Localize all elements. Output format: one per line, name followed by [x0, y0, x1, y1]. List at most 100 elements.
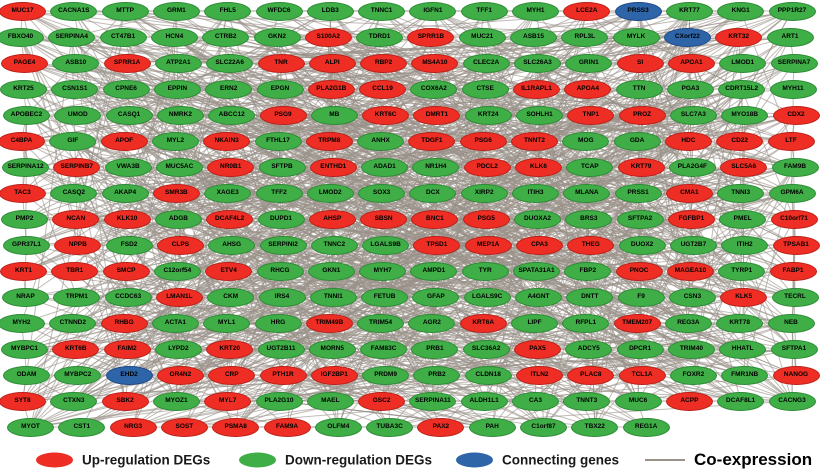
gene-node-cacna1s[interactable]: CACNA1S: [50, 1, 98, 21]
gene-node-csn1s1[interactable]: CSN1S1: [51, 79, 99, 99]
gene-node-clps[interactable]: CLPS: [156, 235, 204, 255]
gene-node-aldh1l1[interactable]: ALDH1L1: [460, 391, 508, 411]
gene-node-sbsn[interactable]: SBSN: [360, 209, 408, 229]
gene-node-psg9[interactable]: PSG9: [259, 105, 307, 125]
gene-node-pmp2[interactable]: PMP2: [1, 209, 48, 229]
gene-node-sox3[interactable]: SOX3: [358, 183, 406, 203]
gene-node-ahsg[interactable]: AHSG: [208, 235, 256, 255]
gene-node-tpsab1[interactable]: TPSAB1: [772, 235, 820, 255]
gene-node-adcy5[interactable]: ADCY5: [565, 339, 613, 359]
gene-node-slc7a3[interactable]: SLC7A3: [669, 105, 717, 125]
gene-node-rhcg[interactable]: RHCG: [256, 261, 304, 281]
gene-node-nkain3[interactable]: NKAIN3: [203, 131, 251, 151]
gene-node-gkn2[interactable]: GKN2: [253, 27, 301, 47]
gene-node-asb15[interactable]: ASB15: [510, 27, 557, 47]
gene-node-mep1a[interactable]: MEP1A: [464, 235, 512, 255]
gene-node-klk6[interactable]: KLK6: [515, 157, 562, 177]
gene-node-tnni1[interactable]: TNNI1: [309, 287, 357, 307]
gene-node-tdgf1[interactable]: TDGF1: [408, 131, 456, 151]
gene-node-gfap[interactable]: GFAP: [412, 287, 460, 307]
gene-node-c1orf87[interactable]: C1orf87: [520, 417, 567, 437]
gene-node-dcx[interactable]: DCX: [409, 183, 457, 203]
gene-node-or4n2[interactable]: OR4N2: [156, 365, 204, 385]
gene-node-ttn[interactable]: TTN: [615, 79, 663, 99]
gene-node-psma8[interactable]: PSMA8: [212, 417, 260, 437]
gene-node-krt6a[interactable]: KRT6A: [459, 313, 507, 333]
gene-node-anhx[interactable]: ANHX: [357, 131, 405, 151]
gene-node-rhbg[interactable]: RHBG: [100, 313, 148, 333]
gene-node-ampd1[interactable]: AMPD1: [410, 261, 458, 281]
gene-node-gsc2[interactable]: GSC2: [358, 391, 406, 411]
gene-node-adad1[interactable]: ADAD1: [361, 157, 409, 177]
gene-node-pga3[interactable]: PGA3: [666, 79, 714, 99]
gene-node-ncan[interactable]: NCAN: [52, 209, 100, 229]
gene-node-myh11[interactable]: MYH11: [769, 79, 817, 99]
gene-node-muc17[interactable]: MUC17: [0, 1, 46, 21]
gene-node-sftpa1[interactable]: SFTPA1: [770, 339, 818, 359]
gene-node-pla2g1b[interactable]: PLA2G1B: [307, 79, 355, 99]
gene-node-mael[interactable]: MAEL: [306, 391, 354, 411]
gene-node-myoz1[interactable]: MYOZ1: [152, 391, 200, 411]
gene-node-ern2[interactable]: ERN2: [205, 79, 253, 99]
gene-node-smr3b[interactable]: SMR3B: [152, 183, 200, 203]
gene-node-ldb3[interactable]: LDB3: [306, 1, 354, 21]
gene-node-krt32[interactable]: KRT32: [715, 27, 763, 47]
gene-node-pth1r[interactable]: PTH1R: [259, 365, 307, 385]
gene-node-psg6[interactable]: PSG6: [459, 131, 507, 151]
gene-node-ccl19[interactable]: CCL19: [359, 79, 407, 99]
gene-node-a4gnt[interactable]: A4GNT: [515, 287, 562, 307]
gene-node-cxorf22[interactable]: CXorf22: [663, 27, 711, 47]
gene-node-myl7[interactable]: MYL7: [204, 391, 252, 411]
gene-node-cst1[interactable]: CST1: [58, 417, 106, 437]
gene-node-reg3a[interactable]: REG3A: [664, 313, 712, 333]
gene-node-ct47b1[interactable]: CT47B1: [99, 27, 147, 47]
gene-node-tcap[interactable]: TCAP: [566, 157, 614, 177]
gene-node-mttp[interactable]: MTTP: [101, 1, 149, 21]
gene-node-sohlh1[interactable]: SOHLH1: [516, 105, 563, 125]
gene-node-tpsd1[interactable]: TPSD1: [413, 235, 461, 255]
gene-node-hhatl[interactable]: HHATL: [719, 339, 767, 359]
gene-node-tdrd1[interactable]: TDRD1: [356, 27, 404, 47]
gene-node-nr0b1[interactable]: NR0B1: [207, 157, 255, 177]
gene-node-tmem207[interactable]: TMEM207: [613, 313, 661, 333]
gene-node-trpm8[interactable]: TRPM8: [305, 131, 353, 151]
gene-node-pmel[interactable]: PMEL: [719, 209, 767, 229]
gene-node-lman1l[interactable]: LMAN1L: [155, 287, 203, 307]
gene-node-gkn1[interactable]: GKN1: [307, 261, 355, 281]
gene-node-tecrl[interactable]: TECRL: [771, 287, 819, 307]
gene-node-si[interactable]: SI: [616, 53, 664, 73]
gene-node-fetub[interactable]: FETUB: [361, 287, 409, 307]
gene-node-prdm9[interactable]: PRDM9: [362, 365, 410, 385]
gene-node-serpini2[interactable]: SERPINI2: [259, 235, 307, 255]
gene-node-igfn1[interactable]: IGFN1: [409, 1, 457, 21]
gene-node-dmrt1[interactable]: DMRT1: [413, 105, 461, 125]
gene-node-krt24[interactable]: KRT24: [464, 105, 512, 125]
gene-node-rbp2[interactable]: RBP2: [360, 53, 408, 73]
gene-node-gpr37l1[interactable]: GPR37L1: [3, 235, 50, 255]
gene-node-apof[interactable]: APOF: [100, 131, 148, 151]
gene-node-krt6c[interactable]: KRT6C: [362, 105, 410, 125]
gene-node-pla2g10[interactable]: PLA2G10: [255, 391, 303, 411]
gene-node-ctrb2[interactable]: CTRB2: [202, 27, 250, 47]
gene-node-eppin[interactable]: EPPIN: [153, 79, 201, 99]
gene-node-cdrt15l2[interactable]: CDRT15L2: [718, 79, 766, 99]
gene-node-lgals9c[interactable]: LGALS9C: [463, 287, 511, 307]
gene-node-trim49b[interactable]: TRIM49B: [305, 313, 353, 333]
gene-node-cdx2[interactable]: CDX2: [772, 105, 820, 125]
gene-node-odam[interactable]: ODAM: [3, 365, 50, 385]
gene-node-c12orf54[interactable]: C12orf54: [153, 261, 201, 281]
gene-node-sost[interactable]: SOST: [160, 417, 208, 437]
gene-node-prss1[interactable]: PRSS1: [614, 183, 662, 203]
gene-node-dupd1[interactable]: DUPD1: [257, 209, 305, 229]
gene-node-bnc1[interactable]: BNC1: [411, 209, 459, 229]
gene-node-ctnnd2[interactable]: CTNND2: [49, 313, 97, 333]
gene-node-myot[interactable]: MYOT: [7, 417, 54, 437]
gene-node-lypd2[interactable]: LYPD2: [154, 339, 202, 359]
gene-node-fbxo40[interactable]: FBXO40: [0, 27, 44, 47]
gene-node-irs4[interactable]: IRS4: [258, 287, 306, 307]
gene-node-lmod1[interactable]: LMOD1: [719, 53, 767, 73]
gene-node-fam9b[interactable]: FAM9B: [771, 157, 819, 177]
gene-node-morn5[interactable]: MORN5: [308, 339, 356, 359]
gene-node-krt20[interactable]: KRT20: [206, 339, 254, 359]
gene-node-ctse[interactable]: CTSE: [461, 79, 509, 99]
